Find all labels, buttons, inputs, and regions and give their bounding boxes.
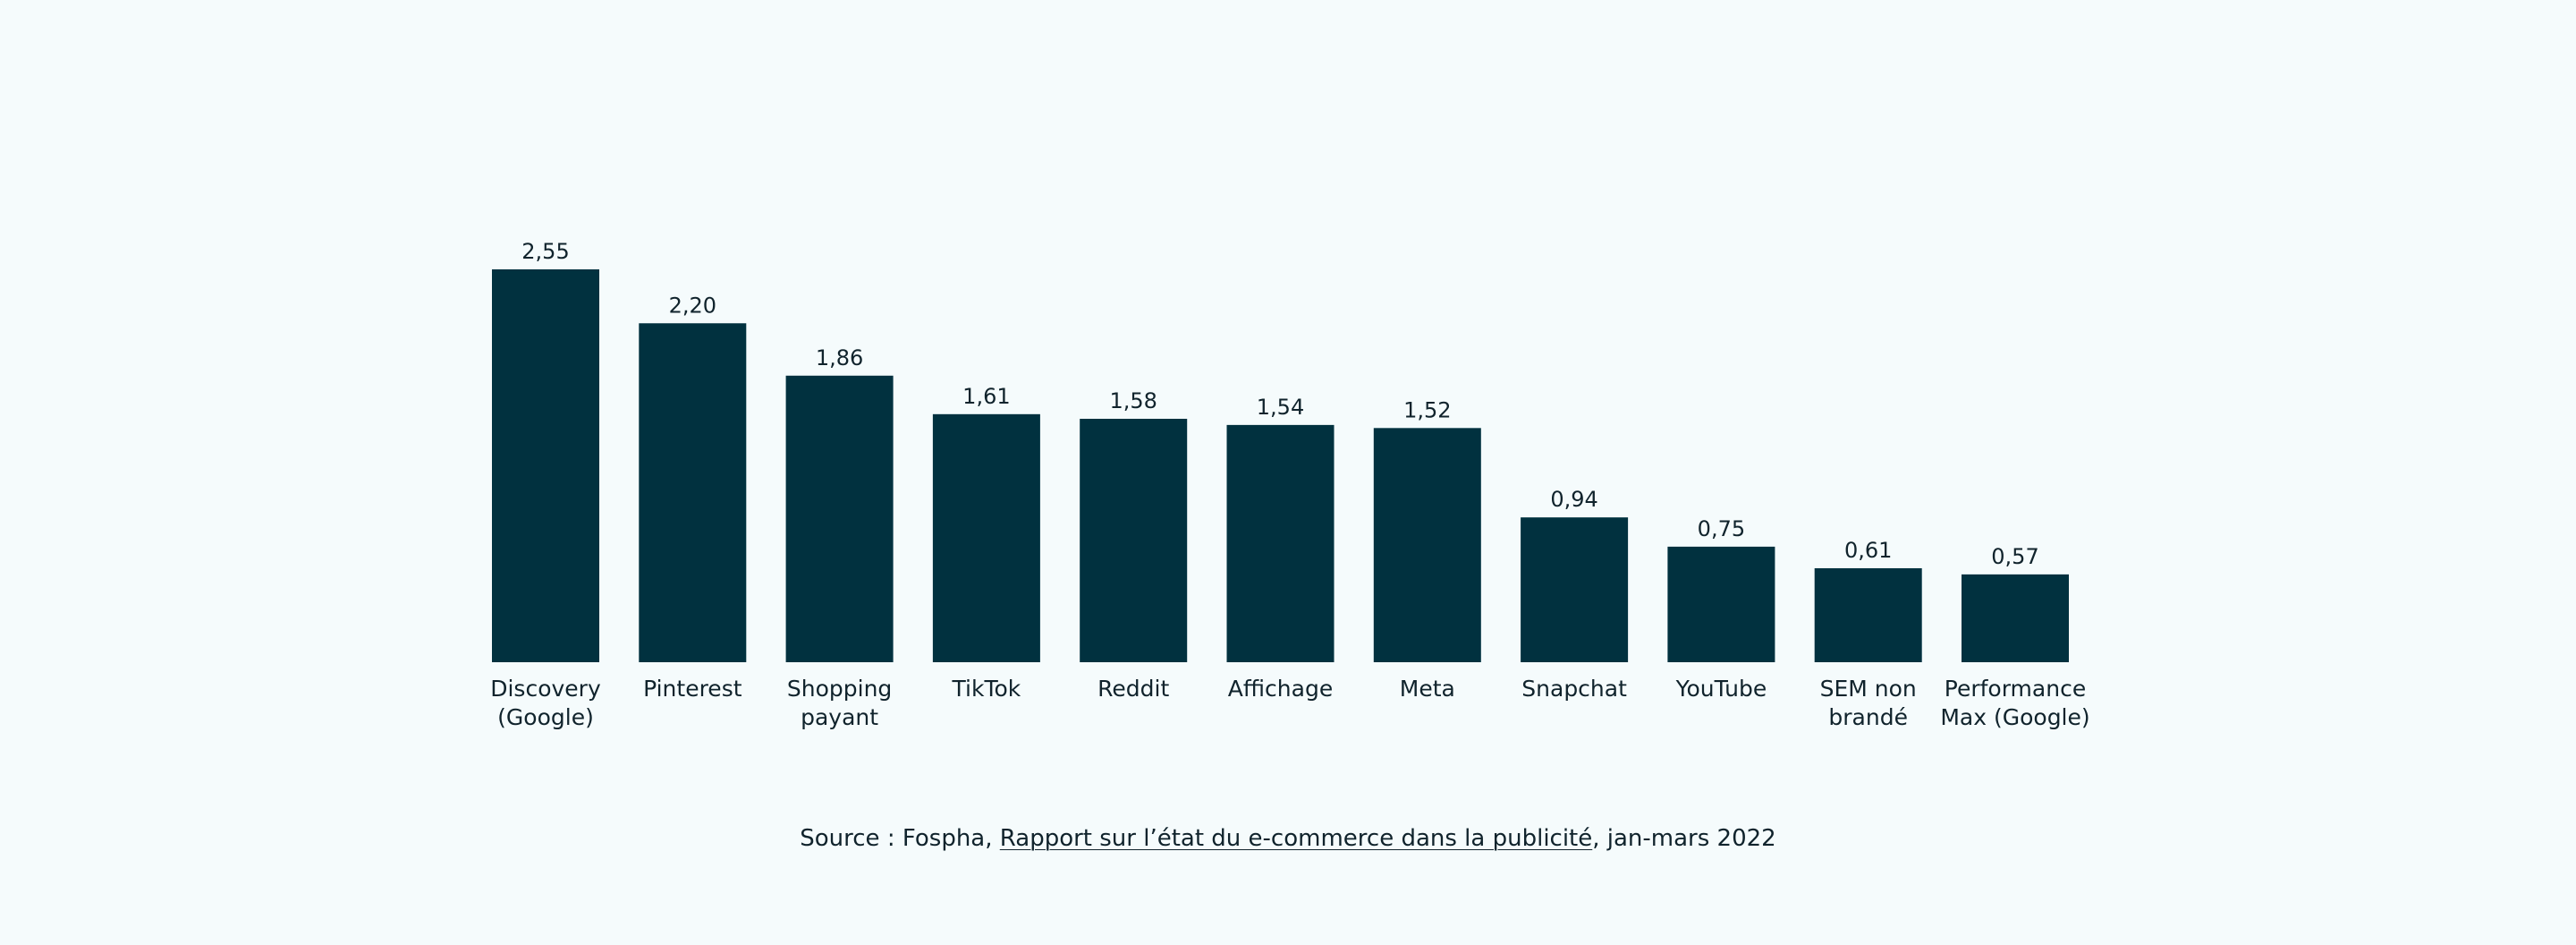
data-label: 1,52 bbox=[1403, 397, 1451, 422]
bar bbox=[1521, 517, 1629, 662]
category-label: Discovery (Google) bbox=[490, 676, 601, 730]
bar bbox=[1226, 424, 1335, 662]
category-label-line: YouTube bbox=[1675, 676, 1767, 702]
bar bbox=[1962, 574, 2069, 662]
data-label: 0,61 bbox=[1844, 538, 1892, 563]
category-label-line: Shopping bbox=[787, 676, 892, 702]
category-label: Affichage bbox=[1228, 676, 1333, 702]
category-label-line: SEM non bbox=[1820, 676, 1917, 702]
category-label: Pinterest bbox=[643, 676, 742, 702]
data-label: 1,58 bbox=[1109, 388, 1157, 413]
bar-chart: 2,55 Discovery (Google) 2,20 Pinterest 1,86 Sh… bbox=[490, 239, 2089, 730]
bar bbox=[492, 269, 599, 662]
category-label: Reddit bbox=[1097, 676, 1169, 702]
bar bbox=[1373, 428, 1481, 662]
category-label: Shopping payant bbox=[787, 676, 892, 730]
category-label-line: payant bbox=[801, 704, 878, 730]
category-label: YouTube bbox=[1675, 676, 1767, 702]
bar bbox=[1814, 567, 1922, 662]
category-label-line: Pinterest bbox=[643, 676, 742, 702]
bar bbox=[1667, 546, 1775, 662]
category-label-line: Snapchat bbox=[1521, 676, 1627, 702]
category-label: Performance Max (Google) bbox=[1940, 676, 2089, 730]
data-label: 2,55 bbox=[521, 239, 569, 264]
source-caption: Source : Fospha, Rapport sur l’état du e… bbox=[0, 825, 2576, 853]
bar bbox=[785, 375, 894, 662]
data-label: 1,54 bbox=[1257, 395, 1304, 420]
category-label: Snapchat bbox=[1521, 676, 1627, 702]
category-label: Meta bbox=[1400, 676, 1455, 702]
source-suffix: , jan-mars 2022 bbox=[1592, 825, 1776, 852]
data-label: 1,61 bbox=[962, 384, 1010, 409]
category-label-line: Reddit bbox=[1097, 676, 1169, 702]
source-prefix: Source : Fospha, bbox=[800, 825, 1000, 852]
category-label-line: (Google) bbox=[497, 704, 594, 730]
data-label: 2,20 bbox=[669, 293, 716, 318]
category-label: TikTok bbox=[952, 676, 1021, 702]
category-label-line: Meta bbox=[1400, 676, 1455, 702]
data-label: 0,94 bbox=[1550, 487, 1597, 512]
bar bbox=[1080, 418, 1188, 662]
bar bbox=[639, 323, 747, 662]
category-label-line: Discovery bbox=[490, 676, 601, 702]
category-label-line: TikTok bbox=[952, 676, 1021, 702]
category-label-line: Max (Google) bbox=[1940, 704, 2089, 730]
category-label-line: Performance bbox=[1945, 676, 2086, 702]
data-label: 0,57 bbox=[1991, 544, 2038, 569]
source-report-link[interactable]: Rapport sur l’état du e-commerce dans la… bbox=[999, 825, 1593, 852]
category-label-line: Affichage bbox=[1228, 676, 1333, 702]
bar bbox=[932, 413, 1040, 662]
category-label: SEM non brandé bbox=[1820, 676, 1917, 730]
data-label: 1,86 bbox=[816, 345, 863, 370]
category-label-line: brandé bbox=[1828, 704, 1908, 730]
data-label: 0,75 bbox=[1698, 516, 1745, 541]
